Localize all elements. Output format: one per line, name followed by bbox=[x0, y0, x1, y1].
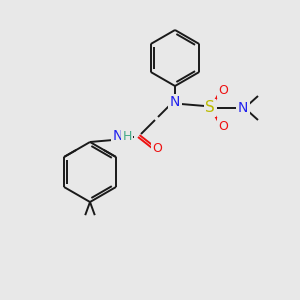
Text: N: N bbox=[113, 129, 123, 143]
Text: O: O bbox=[152, 142, 162, 154]
Text: N: N bbox=[170, 95, 180, 109]
Text: O: O bbox=[218, 83, 228, 97]
Text: H: H bbox=[122, 130, 132, 142]
Text: S: S bbox=[205, 100, 215, 116]
Text: O: O bbox=[218, 119, 228, 133]
Text: N: N bbox=[238, 101, 248, 115]
